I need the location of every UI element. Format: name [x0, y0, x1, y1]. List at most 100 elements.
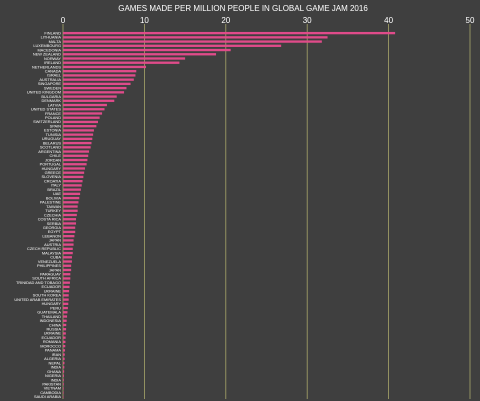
bar [63, 103, 107, 107]
bar [63, 391, 64, 394]
bar [63, 141, 92, 145]
x-tick-label: 10 [140, 16, 149, 25]
bar [63, 95, 117, 98]
category-label: VIETNAM [44, 386, 61, 391]
category-label: PERU [50, 305, 61, 310]
bar [63, 120, 99, 124]
category-label: ARGENTINA [38, 149, 61, 154]
bar [63, 108, 105, 111]
category-label: PAKISTAN [42, 381, 61, 386]
category-label: AUSTRALIA [39, 77, 61, 82]
bar [63, 192, 81, 196]
bar [63, 91, 125, 94]
category-label: THAILAND [42, 314, 61, 319]
bar [63, 378, 64, 382]
category-label: PHILIPPINES [37, 263, 61, 268]
bar [63, 256, 72, 259]
bar [63, 222, 77, 225]
category-label: SERBIA [47, 221, 62, 226]
bar [63, 44, 282, 47]
bar [63, 78, 134, 81]
category-label: CUBA [50, 255, 61, 260]
bar [63, 65, 147, 69]
category-label: ECUADOR [42, 284, 62, 289]
category-label: PANAMA [45, 348, 62, 353]
category-label: ROMANIA [43, 339, 62, 344]
bar [63, 298, 69, 301]
bar [63, 70, 137, 73]
category-label: CAMBODIA [40, 390, 61, 395]
bar [63, 112, 103, 115]
category-label: ALGERIA [44, 356, 61, 361]
bar [63, 86, 127, 90]
bar [63, 116, 100, 119]
category-label: INDIA [51, 365, 62, 370]
bar [63, 82, 131, 86]
category-label: ITALY [51, 183, 62, 188]
category-label: HUNGARY [42, 166, 62, 171]
category-label: MALTA [49, 39, 62, 44]
bar [63, 205, 78, 208]
bar [63, 366, 65, 369]
bar [63, 218, 77, 221]
category-label: COSTA RICA [38, 217, 62, 222]
category-label: LATVIA [48, 102, 62, 107]
bar [63, 158, 88, 162]
category-label: RUSSIA [47, 327, 62, 332]
category-label: DENMARK [42, 98, 62, 103]
bar [63, 289, 70, 293]
bar [63, 336, 66, 339]
category-label: BULGARIA [41, 94, 61, 99]
category-label: TRINIDAD AND TOBAGO [16, 280, 61, 285]
bar [63, 374, 64, 377]
bar [63, 395, 64, 399]
category-label: IRELAND [44, 60, 61, 65]
category-label: LEBANON [42, 233, 61, 238]
bars [63, 31, 396, 399]
category-label: JAPAN [49, 238, 61, 243]
bar [63, 40, 322, 43]
bar [63, 230, 76, 234]
bar [63, 146, 91, 149]
bar [63, 328, 67, 331]
category-label: GREECE [45, 170, 62, 175]
category-label: PALESTINE [40, 200, 62, 205]
bar [63, 319, 67, 322]
bar [63, 53, 217, 56]
category-label: FRANCE [45, 111, 61, 116]
bar [63, 268, 72, 272]
category-label: SINGAPORE [38, 81, 62, 86]
x-tick-labels: 0 10 20 30 40 50 [61, 16, 475, 25]
bar [63, 213, 77, 217]
category-label: INDIA [51, 377, 62, 382]
category-label: NEW ZEALAND [33, 52, 61, 57]
bar [63, 99, 115, 102]
category-label: POLAND [45, 115, 61, 120]
category-label: IRAN [52, 352, 61, 357]
bar [63, 201, 79, 204]
bar [63, 184, 82, 187]
category-label: JAPAN [49, 267, 61, 272]
category-label: UNITED KINGDOM [27, 90, 61, 95]
bar [63, 353, 65, 356]
category-label: CZECHIA [44, 212, 61, 217]
bar [63, 387, 64, 390]
category-label: UKRAINE [44, 331, 62, 336]
bar [63, 74, 136, 77]
x-tick-label: 30 [303, 16, 312, 25]
bar [63, 361, 65, 365]
category-label: UKRAINE [44, 288, 62, 293]
bar [63, 48, 231, 52]
category-label: MACEDONIA [37, 47, 61, 52]
bar [63, 247, 73, 251]
bar [63, 150, 90, 153]
x-tick-label: 20 [221, 16, 230, 25]
bar [63, 311, 68, 314]
category-label: BELARUS [43, 140, 62, 145]
bar [63, 323, 67, 327]
bar [63, 31, 396, 35]
category-label: SCOTLAND [40, 145, 61, 150]
bar [63, 281, 70, 284]
bar [63, 251, 73, 255]
bar [63, 285, 70, 289]
